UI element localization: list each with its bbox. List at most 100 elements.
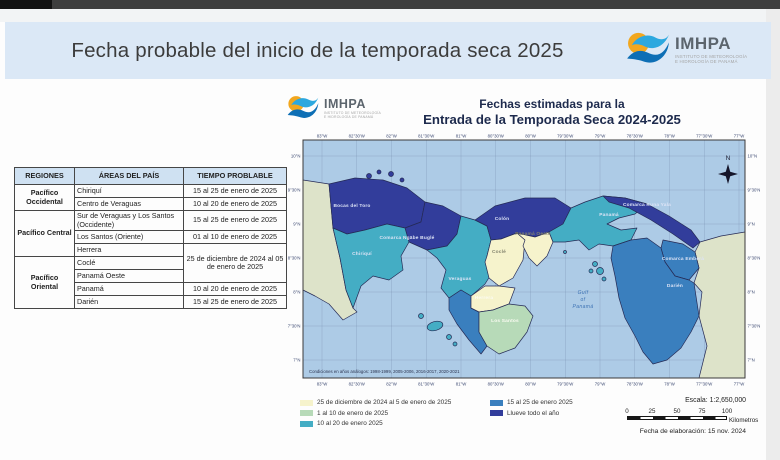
region-labels: Bocas del Toro Comarca Ngäbe Buglé Chiri… [333,202,704,324]
axis-tick-label: 83°W [317,134,328,139]
imhpa-logo-map: IMHPA INSTITUTO DE METEOROLOGÍA E HIDROL… [287,94,381,122]
label-cocle: Coclé [492,249,506,255]
map-frame [302,139,746,379]
label-los-santos: Los Santos [491,318,519,324]
map-legend-column-2: 15 al 25 de enero 2025 Llueve todo el año [490,399,573,420]
axis-tick-label: 82°30'W [349,134,366,139]
brand-subtitle-1: INSTITUTO DE METEOROLOGÍA [675,53,748,59]
axis-tick-label: 7°30'N [288,324,301,329]
page-title: Fecha probable del inicio de la temporad… [71,38,564,62]
col-header-regiones: REGIONES [14,167,75,185]
axis-tick-label: 81°30'W [418,134,435,139]
label-herrera: Herrera [475,295,494,301]
col-header-tiempo: TIEMPO PROBLABLE [183,167,287,185]
axis-tick-label: 81°W [456,134,467,139]
imhpa-logo-icon [627,32,669,63]
region-cocle [484,232,526,287]
axis-tick-label: 80°W [525,134,536,139]
island-pearl [592,261,598,267]
axis-tick-label: 7°30'N [748,324,761,329]
map-elaboration-date: Fecha de elaboración: 15 nov. 2024 [639,428,746,435]
table-row: Darién 15 al 25 de enero de 2025 [15,295,287,310]
scale-tick: 75 [698,408,706,415]
axis-tick-label: 78°30'W [627,134,644,139]
axis-tick-label: 80°30'W [488,382,505,387]
time-cell: 10 al 20 de enero de 2025 [183,197,287,211]
axis-tick-label: 8°N [293,290,300,295]
svg-text:N: N [726,155,731,162]
brand-subtitle-2: E HIDROLOGÍA DE PANAMÁ [324,115,374,119]
panama-map: Bocas del Toro Comarca Ngäbe Buglé Chiri… [288,134,761,387]
label-chiriqui: Chiriquí [352,251,372,257]
legend-item: Llueve todo el año [490,410,573,417]
water-label-gulf-of-panama: Gulf of Panamá [572,290,593,310]
area-cell: Darién [74,295,184,310]
island [366,173,372,179]
legend-item: 15 al 25 de enero 2025 [490,399,573,406]
regions-table: REGIONES ÁREAS DEL PAÍS TIEMPO PROBLABLE… [14,167,287,310]
legend-item: 25 de diciembre de 2024 al 5 de enero de… [300,399,451,406]
island [388,171,394,177]
legend-item: 1 al 10 de enero de 2025 [300,410,451,417]
area-cell: Chiriquí [74,184,184,198]
axis-tick-label: 78°W [664,382,675,387]
axis-tick-label: 81°W [456,382,467,387]
map-note: Condiciones en años análogos: 1998-1999,… [309,369,460,374]
time-cell: 15 al 25 de enero de 2025 [183,209,287,232]
scale-tick: 50 [673,408,681,415]
legend-label: 10 al 20 de enero 2025 [317,420,383,427]
label-panama: Panamá [599,212,619,218]
axis-tick-label: 8°30'N [288,256,301,261]
island-coiba [426,320,444,332]
scale-bar-ticks: 0 25 50 75 100 [625,408,767,416]
axis-tick-label: 79°30'W [557,134,574,139]
axis-tick-label: 8°30'N [748,256,761,261]
island-pearl [596,267,604,275]
time-cell: 10 al 20 de enero de 2025 [183,282,287,297]
region-cell: Pacífico Central [14,209,75,258]
table-header-row: REGIONES ÁREAS DEL PAÍS TIEMPO PROBLABLE [14,167,287,185]
map-scale-text: Escala: 1:2,650,000 [685,397,746,404]
island-pearl [588,268,594,274]
axis-tick-label: 77°30'W [696,134,713,139]
legend-swatch [490,399,503,406]
axis-tick-label: 10°N [291,154,301,159]
label-bocas-del-toro: Bocas del Toro [333,203,370,209]
legend-label: Llueve todo el año [507,409,560,417]
col-header-areas: ÁREAS DEL PAÍS [74,167,184,185]
svg-text:Gulf: Gulf [578,290,589,296]
svg-text:of: of [581,297,586,303]
label-kuna-yala: Comarca Kuna Yala [623,202,671,208]
axis-tick-label: 77°30'W [696,382,713,387]
legend-label: 15 al 25 de enero 2025 [507,399,573,406]
scale-bar: 0 25 50 75 100 Kilometros [625,408,767,424]
axis-tick-label: 79°W [595,134,606,139]
compass-rose-icon: N [718,155,738,184]
brand-name: IMHPA [324,96,366,111]
brand-subtitle-2: E HIDROLOGÍA DE PANAMÁ [675,59,738,64]
axis-tick-label: 77°W [734,134,745,139]
area-cell: Coclé [74,256,184,271]
island [376,169,382,175]
window-top-bar [0,0,780,9]
island-pearl [601,276,607,282]
brand-name: IMHPA [675,33,732,53]
time-cell-merged: 25 de diciembre de 2024 al 05 de enero d… [183,243,287,284]
axis-tick-label: 80°W [525,382,536,387]
area-cell: Panamá Oeste [74,269,184,284]
table-row: Herrera 25 de diciembre de 2024 al 05 de… [15,243,287,284]
region-cell: Pacífico Occidental [14,184,75,211]
label-panama-oeste: Panamá Oeste [515,231,551,237]
legend-item: 10 al 20 de enero 2025 [300,420,451,427]
slide-right-margin [766,9,780,460]
region-panama [548,195,648,251]
scale-tick: 25 [648,408,656,415]
axis-tick-label: 8°N [748,290,755,295]
axis-tick-label: 82°30'W [349,382,366,387]
time-cell: 15 al 25 de enero de 2025 [183,295,287,310]
axis-tick-label: 82°W [386,382,397,387]
island [399,177,405,183]
imhpa-logo: IMHPA INSTITUTO DE METEOROLOGÍA E HIDROL… [626,30,747,68]
region-kuna-yala [602,195,701,249]
legend-label: 25 de diciembre de 2024 al 5 de enero de… [317,399,452,406]
